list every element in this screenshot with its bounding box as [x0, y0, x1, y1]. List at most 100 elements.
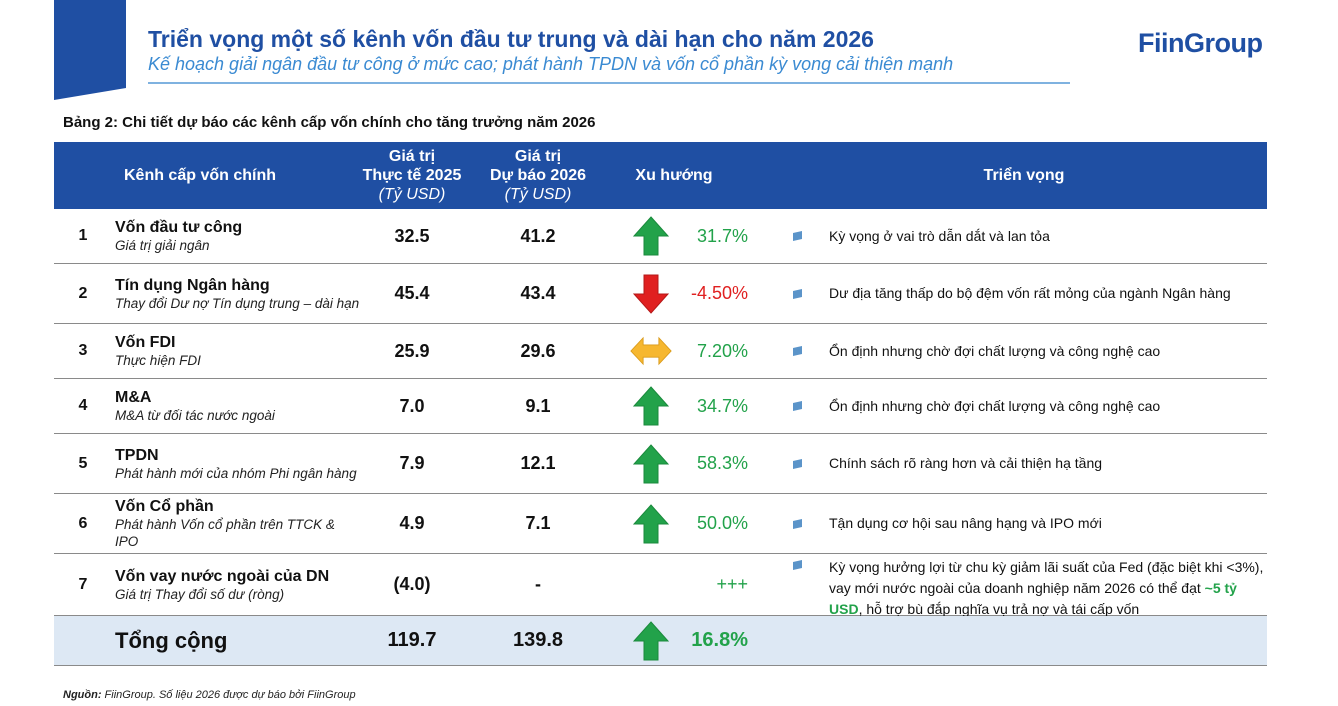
funding-channels-table: Kênh cấp vốn chính Giá trị Thực tế 2025 …	[54, 142, 1267, 666]
source-text: FiinGroup. Số liệu 2026 được dự báo bởi …	[101, 689, 356, 701]
trend-change: 50.0%	[696, 513, 748, 533]
up-arrow-icon	[630, 434, 672, 493]
trend-change: 31.7%	[696, 225, 748, 246]
outlook-cell: Tận dụng cơ hội sau nâng hạng và IPO mới	[829, 494, 1267, 553]
value-2026: 9.1	[525, 395, 551, 416]
value-2025: 45.4	[394, 283, 430, 303]
up-arrow-icon	[630, 379, 672, 433]
channel-name: M&A	[115, 389, 152, 406]
value-2025: 7.9	[399, 453, 425, 473]
total-row: Tổng cộng 119.7 139.8 16.8%	[54, 616, 1267, 666]
table-row: 7 Vốn vay nước ngoài của DN Giá trị Thay đ…	[54, 554, 1267, 617]
header-trend: Xu hướng	[635, 167, 713, 184]
page-subtitle: Kế hoạch giải ngân đầu tư công ở mức cao…	[148, 54, 954, 74]
bullet-icon	[790, 324, 804, 378]
channel-cell: Vốn đầu tư công Giá trị giải ngân	[115, 209, 360, 263]
row-number: 1	[78, 227, 88, 244]
up-arrow-icon	[630, 616, 672, 665]
channel-description: Giá trị Thay đổi số dư (ròng)	[115, 586, 285, 602]
table-row: 2 Tín dụng Ngân hàng Thay đổi Dư nợ Tín dụ…	[54, 264, 1267, 324]
horizontal-arrow-icon	[630, 324, 672, 378]
header-value-2026: Giá trị Dự báo 2026 (Tỷ USD)	[489, 148, 587, 203]
table-caption: Bảng 2: Chi tiết dự báo các kênh cấp vốn…	[63, 114, 596, 131]
row-number: 4	[78, 397, 88, 414]
outlook-text: Kỳ vọng ở vai trò dẫn dắt và lan tỏa	[829, 227, 1050, 244]
trend-change: 7.20%	[696, 340, 748, 361]
trend-change: 58.3%	[696, 453, 748, 473]
table-row: 6 Vốn Cổ phần Phát hành Vốn cổ phần trên T…	[54, 494, 1267, 554]
channel-cell: TPDN Phát hành mới của nhóm Phi ngân hàng	[115, 434, 360, 493]
outlook-cell: Kỳ vọng ở vai trò dẫn dắt và lan tỏa	[829, 209, 1267, 263]
channel-name: Vốn đầu tư công	[115, 219, 243, 236]
outlook-text: Tận dụng cơ hội sau nâng hạng và IPO mới	[829, 515, 1102, 531]
bullet-icon	[790, 379, 804, 433]
row-number: 2	[78, 284, 88, 302]
header-value-2025: Giá trị Thực tế 2025 (Tỷ USD)	[362, 148, 462, 203]
trend-arrow-empty	[630, 554, 672, 615]
row-number: 6	[78, 514, 88, 532]
row-number: 5	[78, 454, 88, 472]
outlook-text: Ổn định nhưng chờ đợi chất lượng và công…	[829, 397, 1161, 414]
page-title: Triển vọng một số kênh vốn đầu tư trung …	[148, 26, 874, 52]
channel-name: Vốn FDI	[115, 334, 176, 351]
outlook-text: Ổn định nhưng chờ đợi chất lượng và công…	[829, 342, 1161, 359]
value-2025: 4.9	[399, 513, 425, 533]
trend-change: +++	[716, 574, 748, 594]
channel-cell: Vốn vay nước ngoài của DN Giá trị Thay đổ…	[115, 554, 360, 615]
channel-cell: Vốn Cổ phần Phát hành Vốn cổ phần trên TT…	[115, 494, 360, 553]
source-note: Nguồn: FiinGroup. Số liệu 2026 được dự b…	[63, 689, 356, 701]
total-label-cell: Tổng cộng	[115, 628, 228, 653]
bullet-icon	[790, 434, 804, 493]
outlook-cell: Ổn định nhưng chờ đợi chất lượng và công…	[829, 379, 1267, 433]
outlook-cell: Kỳ vọng hưởng lợi từ chu kỳ giảm lãi suấ…	[829, 554, 1267, 617]
value-2026: 12.1	[520, 453, 556, 473]
bullet-icon	[790, 494, 804, 553]
row-number: 3	[78, 342, 88, 359]
subtitle-divider	[148, 82, 1070, 84]
source-label: Nguồn:	[63, 689, 102, 701]
header-accent-tab	[54, 0, 126, 100]
header-outlook: Triển vọng	[983, 167, 1065, 184]
table-row: 5 TPDN Phát hành mới của nhóm Phi ngân hàn…	[54, 434, 1267, 494]
up-arrow-icon	[630, 209, 672, 263]
outlook-cell: Ổn định nhưng chờ đợi chất lượng và công…	[829, 324, 1267, 378]
table-header: Kênh cấp vốn chính Giá trị Thực tế 2025 …	[54, 142, 1267, 209]
down-arrow-icon	[630, 264, 672, 323]
value-2026: -	[535, 574, 541, 594]
channel-name: Vốn Cổ phần	[115, 498, 214, 515]
channel-cell: Vốn FDI Thực hiện FDI	[115, 324, 360, 378]
value-2026: 7.1	[525, 513, 551, 533]
channel-cell: Tín dụng Ngân hàng Thay đổi Dư nợ Tín dụn…	[115, 264, 360, 323]
header-channel: Kênh cấp vốn chính	[123, 167, 276, 184]
table-row: 4 M&A M&A từ đối tác nước ngoài 7.0 9.1 34.7%…	[54, 379, 1267, 434]
table-row: 3 Vốn FDI Thực hiện FDI 25.9 29.6 7.20% Ổn địn…	[54, 324, 1267, 379]
bullet-icon	[790, 209, 804, 263]
value-2026: 41.2	[520, 225, 556, 246]
channel-name: TPDN	[115, 446, 159, 464]
value-2025: (4.0)	[393, 574, 431, 594]
channel-cell: M&A M&A từ đối tác nước ngoài	[115, 379, 360, 433]
total-value-2026: 139.8	[512, 629, 564, 651]
value-2026: 29.6	[520, 340, 556, 361]
value-2025: 32.5	[394, 225, 430, 246]
channel-description: Phát hành mới của nhóm Phi ngân hàng	[115, 465, 357, 481]
channel-name: Vốn vay nước ngoài của DN	[115, 567, 330, 585]
row-number: 7	[78, 575, 88, 593]
total-change: 16.8%	[691, 629, 748, 651]
channel-description: Thực hiện FDI	[115, 353, 201, 368]
outlook-cell: Chính sách rõ ràng hơn và cải thiện hạ t…	[829, 434, 1267, 493]
trend-change: -4.50%	[690, 283, 748, 303]
outlook-text: Dư địa tăng thấp do bộ đệm vốn rất mỏng …	[829, 285, 1231, 301]
outlook-highlight: ~5 tỷ USD	[829, 580, 1237, 617]
value-2026: 43.4	[520, 283, 556, 303]
trend-change: 34.7%	[696, 395, 748, 416]
table-row: 1 Vốn đầu tư công Giá trị giải ngân 32.5 41.…	[54, 209, 1267, 264]
total-value-2025: 119.7	[387, 629, 437, 651]
value-2025: 25.9	[394, 340, 430, 361]
value-2025: 7.0	[399, 395, 425, 416]
bullet-icon	[790, 264, 804, 323]
channel-description: Giá trị giải ngân	[115, 238, 210, 253]
channel-description: M&A từ đối tác nước ngoài	[115, 408, 275, 423]
brand-logo: FiinGroup	[1138, 28, 1263, 58]
outlook-cell: Dư địa tăng thấp do bộ đệm vốn rất mỏng …	[829, 264, 1267, 323]
